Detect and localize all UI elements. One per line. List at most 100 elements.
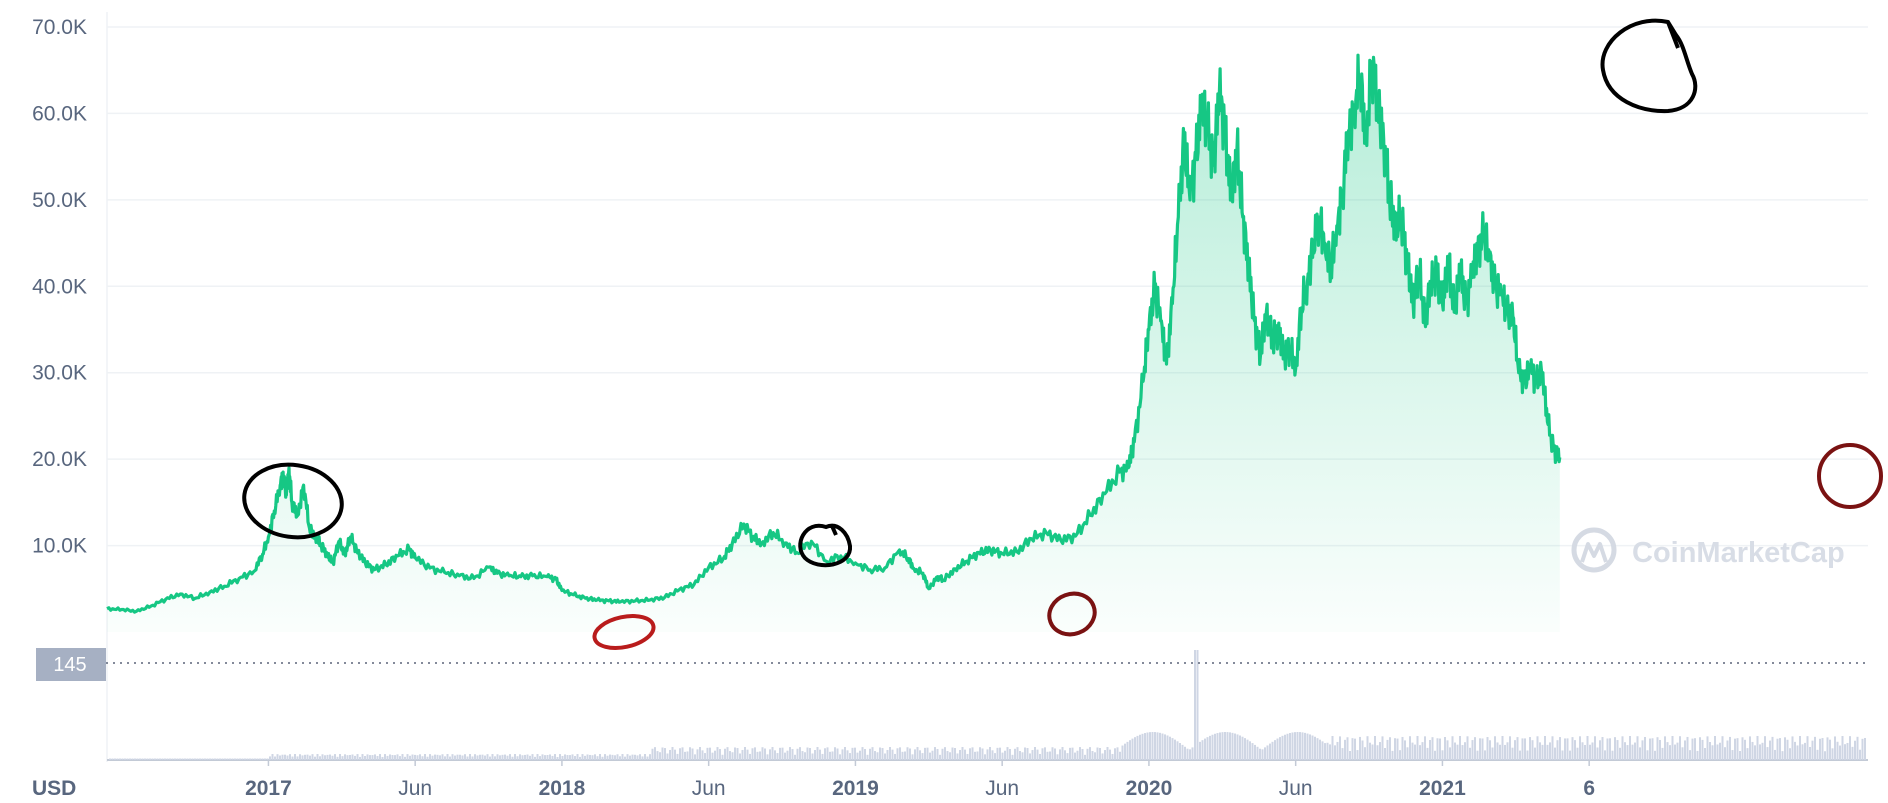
volume-bar [659,752,661,760]
volume-bar [601,756,604,760]
volume-bar [1011,754,1014,760]
volume-bar [421,756,424,760]
volume-bar [779,747,781,760]
volume-bar [324,755,326,760]
volume-bar [1651,738,1654,760]
volume-bar [1566,738,1569,760]
volume-bar [356,754,359,760]
volume-bar [829,751,831,760]
volume-bar [1456,744,1459,760]
volume-bar [701,750,704,760]
volume-bar [1536,736,1539,760]
volume-bar [1724,747,1726,760]
volume-bar [1291,732,1294,760]
volume-bar [1269,743,1271,760]
volume-bar [1499,744,1501,760]
volume-bar [1299,732,1301,760]
volume-bar [144,758,146,760]
volume-bar [431,755,434,760]
volume-bar [1034,747,1036,760]
volume-bar [1649,738,1651,760]
volume-bar [1131,738,1134,760]
volume-bar [454,755,456,760]
volume-bar [501,754,504,760]
volume-bar [1846,742,1849,760]
volume-bar [299,754,301,760]
volume-bar [1139,734,1141,760]
y-tick-label: 70.0K [32,16,87,39]
volume-bar [1534,747,1536,760]
volume-bar [1601,737,1604,760]
volume-bar [1279,737,1281,760]
volume-bar [1526,750,1529,760]
volume-bar [1559,737,1561,760]
volume-bar [274,756,276,760]
volume-bar [961,747,964,760]
volume-bar [909,748,911,760]
volume-bar [1289,733,1291,760]
volume-bar [329,754,331,760]
volume-bar [1174,739,1176,760]
volume-bar [1791,736,1794,760]
volume-bar [864,749,866,760]
volume-bar [879,747,881,760]
y-axis: 10.0K 20.0K 30.0K 40.0K 50.0K 60.0K 70.0K [32,16,87,558]
volume-bar [869,748,871,760]
volume-bar [1256,746,1259,760]
volume-bar [181,758,184,760]
volume-bar [654,747,656,760]
volume-bar [971,747,974,760]
volume-bar [1089,747,1091,760]
volume-bar [1546,744,1549,760]
volume-bar [1014,748,1016,760]
volume-bar [844,747,846,760]
volume-bar [1066,753,1069,760]
volume-bar [1631,744,1634,760]
volume-bar [781,747,784,760]
volume-bar [584,755,586,760]
volume-bar [1244,738,1246,760]
volume-bar [1561,750,1564,760]
annotation-circle-peak-2020 [1600,18,1698,114]
x-tick-label: Jun [398,777,432,798]
volume-bar [204,758,206,760]
volume-bar [641,756,644,760]
volume-bar [311,754,314,760]
volume-bar [541,754,544,760]
volume-bar [1841,736,1844,760]
volume-bar [699,747,701,760]
volume-bar [129,758,131,760]
volume-bar [289,754,291,760]
volume-bar [1116,747,1119,760]
volume-bar [306,754,309,760]
volume-bar [1506,742,1509,760]
volume-bar [1849,736,1851,760]
volume-bar [564,754,566,760]
volume-bar [1474,737,1476,760]
volume-bar [619,756,621,760]
volume-bar [731,752,734,760]
volume-bar [1154,732,1156,760]
volume-bar [629,755,631,760]
volume-bar [461,755,464,760]
volume-bar [1796,745,1799,760]
volume-bar [1214,733,1216,760]
volume-bar [1121,745,1124,760]
currency-label[interactable]: USD [32,777,76,800]
volume-bar [979,747,981,760]
volume-bar [446,754,449,760]
volume-bar [1786,739,1789,760]
volume-bar [1444,736,1446,760]
volume-bar [1346,737,1349,760]
volume-bar [1431,737,1434,760]
volume-bar [116,758,119,760]
volume-bar [1206,737,1209,760]
volume-bar [1389,737,1391,760]
volume-bar [969,748,971,760]
volume-bar [1301,732,1304,760]
volume-bar [794,754,796,760]
volume-bar [1741,737,1744,760]
volume-bar [1771,736,1774,760]
volume-bar [854,747,856,760]
